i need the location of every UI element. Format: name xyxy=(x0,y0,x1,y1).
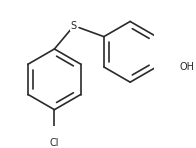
Text: OH: OH xyxy=(179,62,194,72)
Text: Cl: Cl xyxy=(50,138,59,148)
Text: S: S xyxy=(71,21,77,31)
